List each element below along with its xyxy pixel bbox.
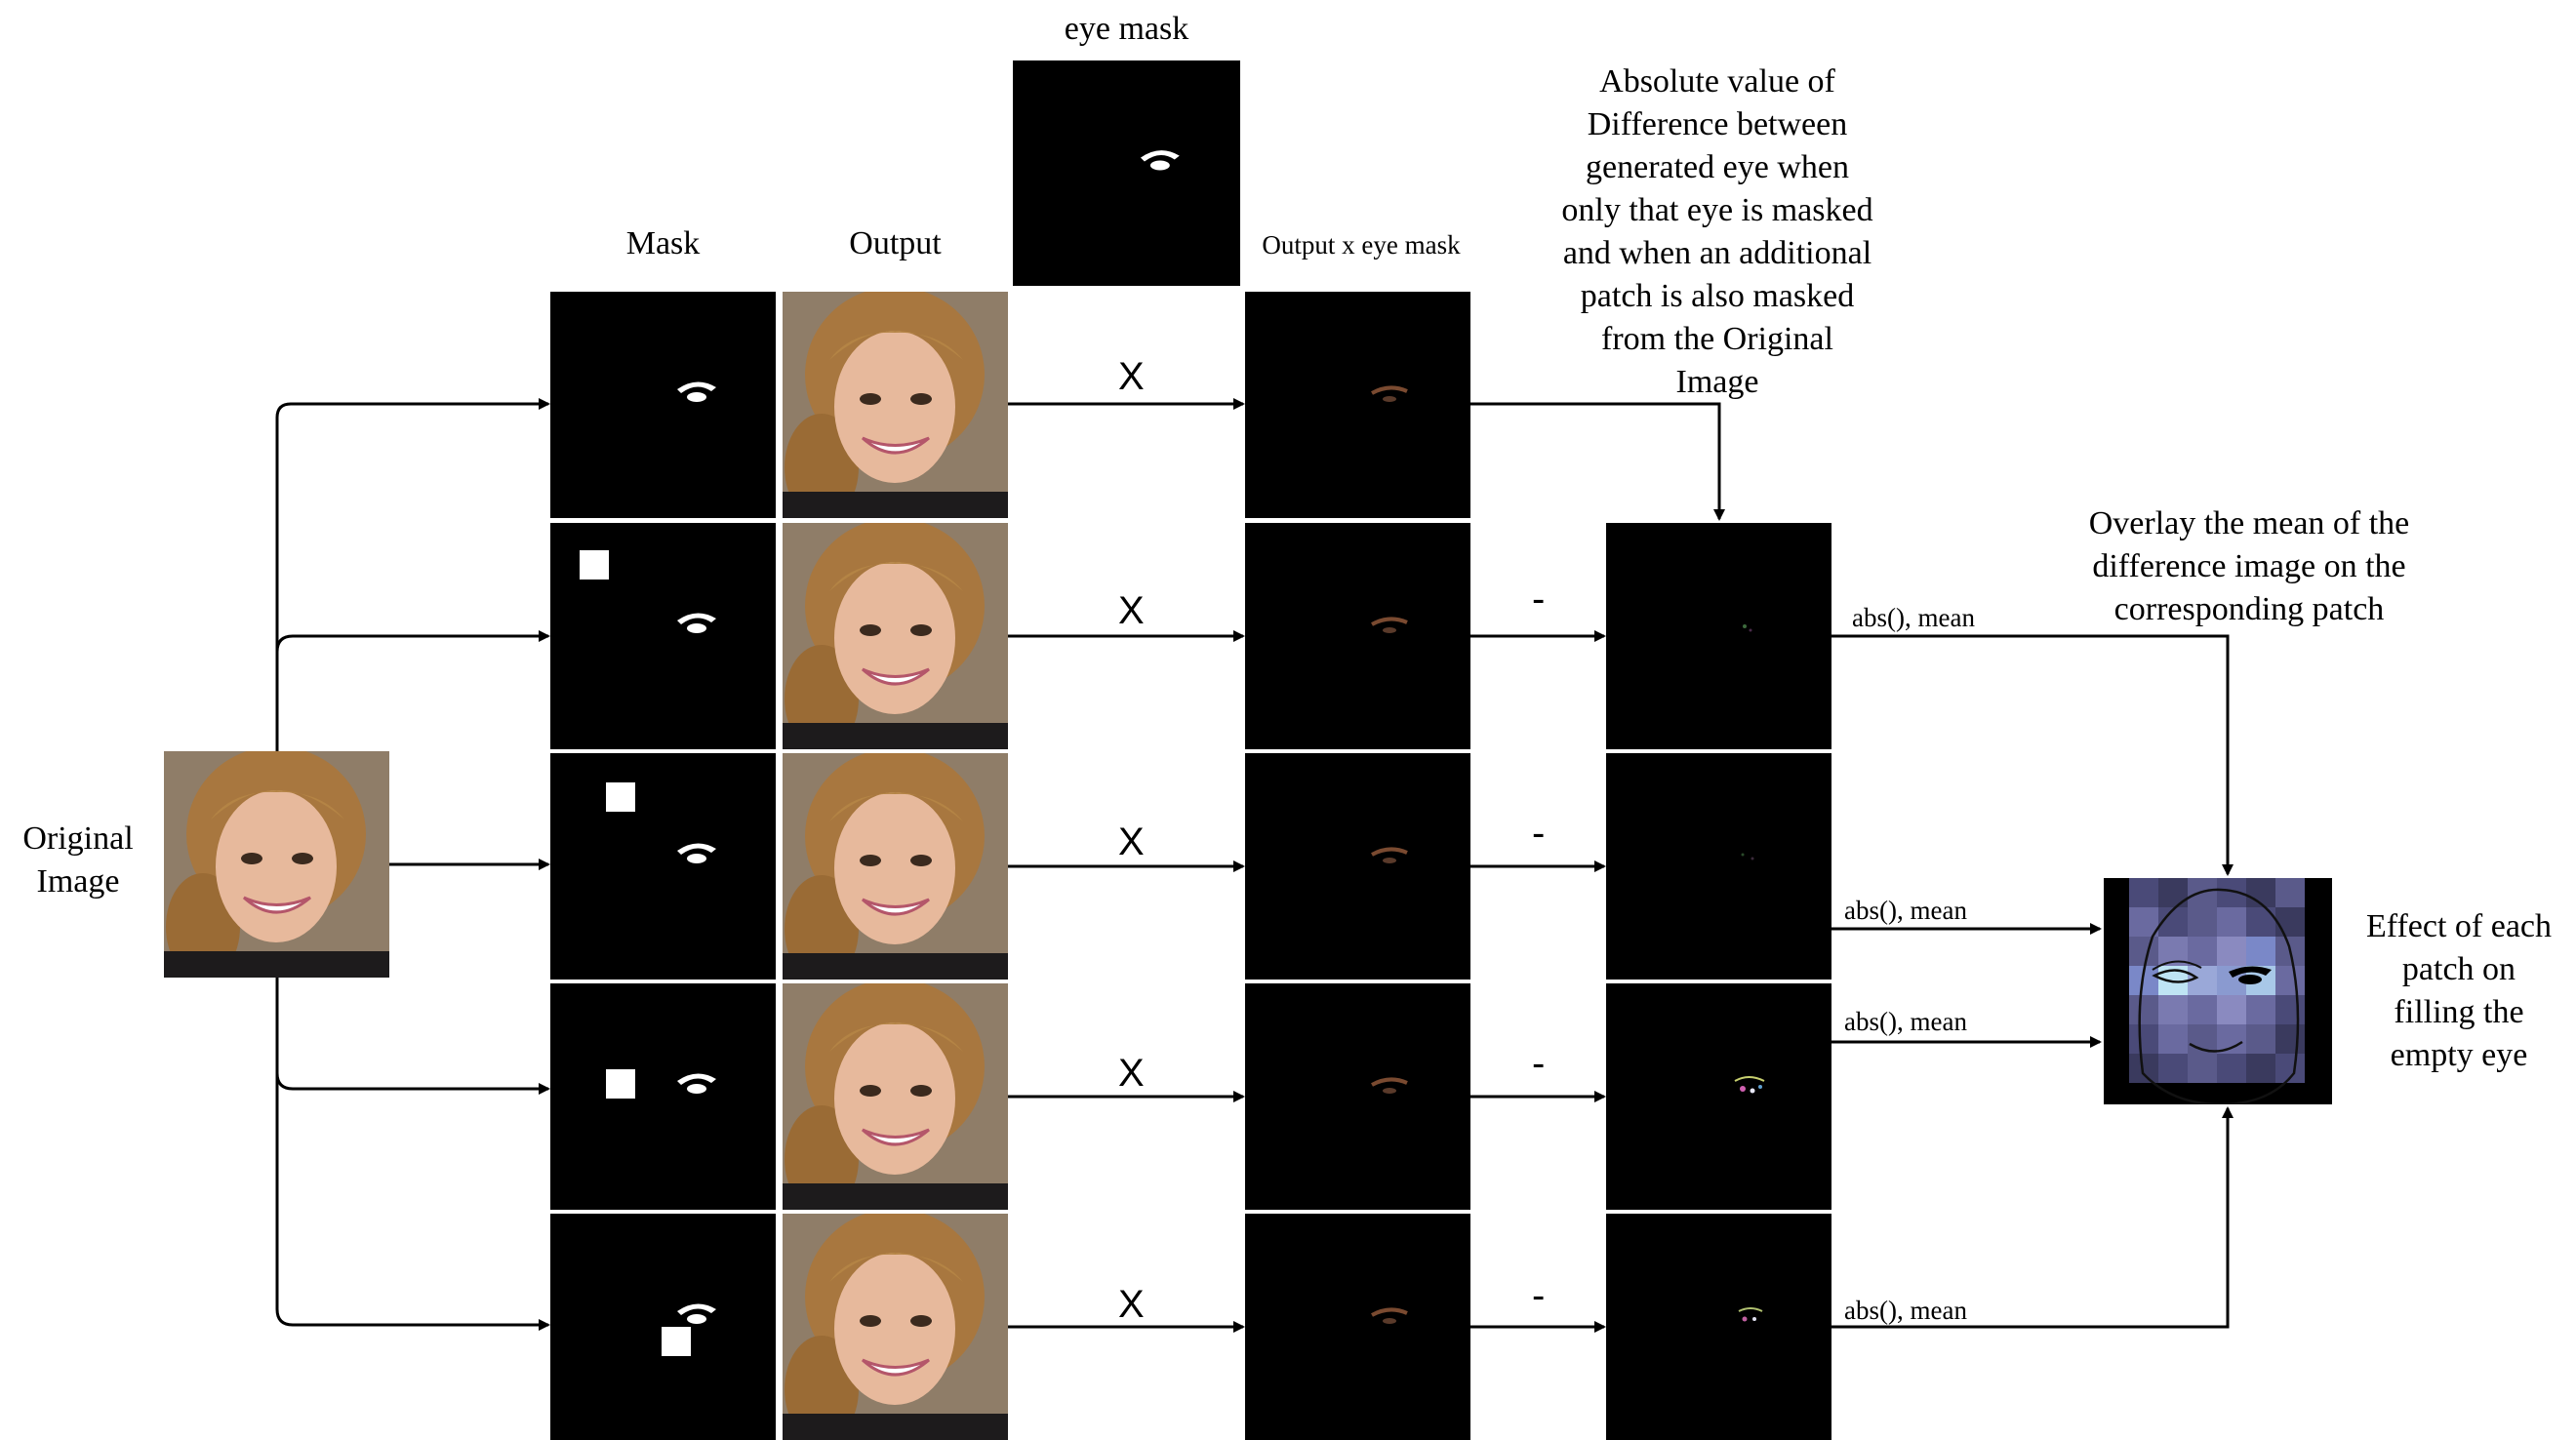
mask-tile-row-2	[550, 523, 776, 749]
difference-speckle	[1743, 624, 1752, 632]
difference-speckle	[1734, 1076, 1765, 1094]
output-x-eye-mask-row-3	[1245, 753, 1470, 980]
effect-caption: Effect of each patch on filling the empt…	[2365, 908, 2553, 1073]
eye-mask-with-patch	[580, 550, 716, 633]
mask-tile-row-4	[550, 983, 776, 1210]
difference-tile-row-5	[1606, 1214, 1831, 1440]
difference-speckle	[1741, 853, 1754, 860]
face-illustration	[783, 1214, 1008, 1440]
output-face-row-2	[783, 523, 1008, 749]
difference-speckle	[1738, 1307, 1763, 1322]
output-x-eye-mask-row-4	[1245, 983, 1470, 1210]
output-x-eye-mask-row-1	[1245, 292, 1470, 518]
output-x-eye-mask-row-5	[1245, 1214, 1470, 1440]
masked-eye-shape	[1371, 385, 1408, 402]
branch-arrow-row-1	[275, 398, 550, 751]
heatmap-grid	[2104, 878, 2332, 1104]
eye-mask-with-patch	[606, 1069, 716, 1099]
masked-eye-shape	[1371, 617, 1408, 633]
original-face-image	[164, 751, 389, 978]
face-illustration	[783, 753, 1008, 980]
branch-arrow-row-5	[275, 1073, 550, 1331]
patch-effect-heatmap	[2104, 878, 2332, 1104]
output-face-row-3	[783, 753, 1008, 980]
abs-mean-label-row-5: abs(), mean	[1844, 1296, 1967, 1325]
multiply-operator-row-2: X	[1118, 589, 1145, 632]
masked-eye-shape	[1371, 847, 1408, 863]
subtract-operator-row-4: -	[1532, 1042, 1546, 1085]
subtract-operator-row-5: -	[1532, 1274, 1546, 1317]
eye-mask-header: eye mask	[1064, 11, 1189, 47]
branch-arrow-row-2	[275, 630, 550, 653]
eye-mask-shape	[677, 381, 716, 402]
mask-column-header: Mask	[625, 225, 701, 261]
absolute-difference-caption: Absolute value of Difference between gen…	[1561, 63, 1873, 400]
output-face-row-1	[783, 292, 1008, 518]
multiply-operator-row-5: X	[1118, 1283, 1145, 1326]
eye-mask-tile	[1013, 60, 1240, 286]
original-image-label: Original Image	[22, 820, 134, 900]
output-face-row-5	[783, 1214, 1008, 1440]
heatmap-cells	[2129, 878, 2305, 1083]
abs-mean-label-row-2: abs(), mean	[1852, 603, 1975, 632]
face-illustration	[783, 983, 1008, 1210]
abs-mean-label-row-3: abs(), mean	[1844, 896, 1967, 925]
masked-eye-shape	[1371, 1307, 1408, 1324]
abs-mean-arrow-row-2	[1831, 634, 2234, 876]
output-x-eye-mask-header: Output x eye mask	[1262, 230, 1461, 260]
mask-tile-row-5	[550, 1214, 776, 1440]
mask-tile-row-1	[550, 292, 776, 518]
patch-square	[580, 550, 609, 580]
subtract-operator-row-3: -	[1532, 812, 1546, 855]
multiply-operator-row-3: X	[1118, 820, 1145, 863]
subtract-operator-row-2: -	[1532, 578, 1546, 620]
eye-mask-with-patch	[662, 1303, 716, 1356]
abs-mean-label-row-4: abs(), mean	[1844, 1007, 1967, 1036]
branch-arrow-row-4	[275, 978, 550, 1095]
difference-tile-row-2	[1606, 523, 1831, 749]
masked-eye-shape	[1371, 1077, 1408, 1094]
output-column-header: Output	[849, 225, 942, 261]
mask-tile-row-3	[550, 753, 776, 980]
output-x-eye-mask-row-2	[1245, 523, 1470, 749]
multiply-operator-row-1: X	[1118, 355, 1145, 398]
multiply-operator-row-4: X	[1118, 1052, 1145, 1095]
output-face-row-4	[783, 983, 1008, 1210]
eye-mask-shape	[1140, 150, 1180, 171]
face-illustration	[164, 751, 389, 978]
patch-square	[662, 1327, 691, 1356]
patch-square	[606, 782, 635, 812]
reference-arrow-row-1	[1470, 402, 1725, 521]
face-illustration	[783, 292, 1008, 518]
overlay-caption: Overlay the mean of the difference image…	[2088, 505, 2410, 627]
difference-tile-row-4	[1606, 983, 1831, 1210]
eye-mask-with-patch	[606, 782, 716, 863]
face-illustration	[783, 523, 1008, 749]
difference-tile-row-3	[1606, 753, 1831, 980]
patch-square	[606, 1069, 635, 1099]
